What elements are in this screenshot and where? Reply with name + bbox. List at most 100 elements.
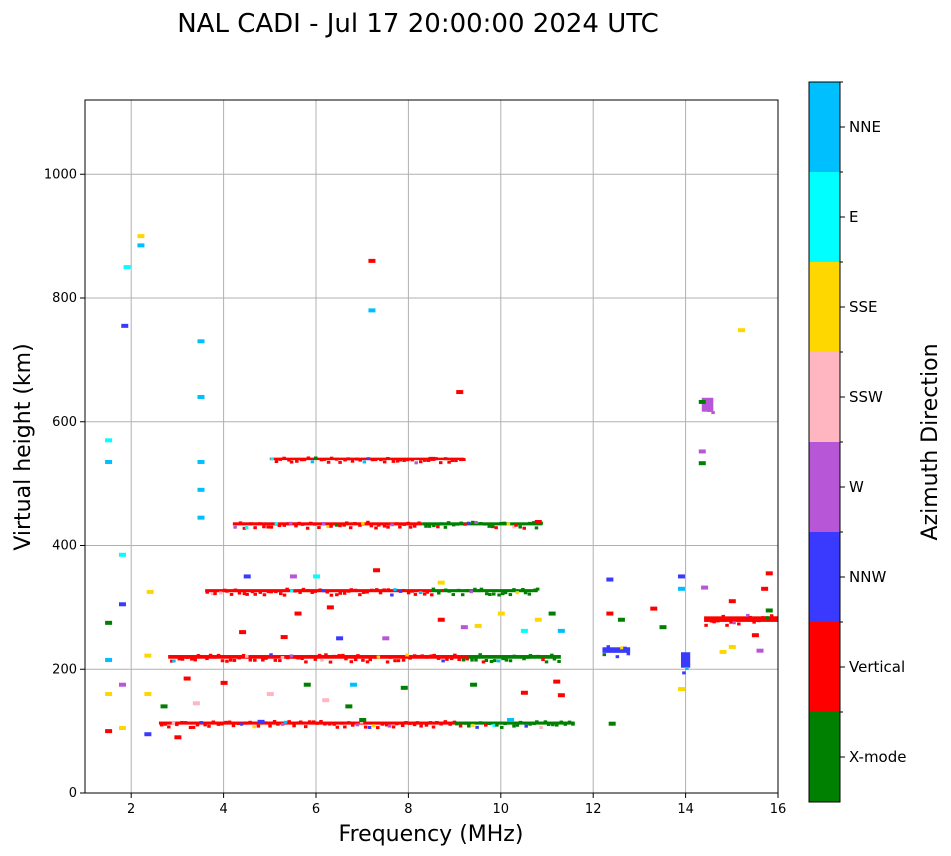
echo-cell (453, 653, 457, 657)
echo-cell (286, 522, 291, 526)
echo-cell (293, 655, 297, 659)
echo-cell (740, 617, 745, 621)
echo-cell (306, 589, 310, 593)
echo-cell (188, 725, 193, 729)
echo-cell (263, 721, 268, 725)
echo-cell (471, 520, 475, 524)
echo-cell (292, 724, 296, 728)
echo-cell (544, 660, 549, 664)
echo-cell (415, 721, 420, 725)
echo-cell (318, 588, 322, 592)
echo-cell (261, 658, 265, 662)
echo-cell (402, 522, 406, 526)
echo-cell (337, 654, 341, 658)
echo-cell (382, 460, 387, 464)
echo-cell (377, 523, 381, 527)
echo-cell (406, 458, 410, 462)
echo-cell (355, 457, 359, 461)
echo-cell (353, 588, 358, 592)
echo-cell (307, 720, 312, 724)
echo-cell (287, 458, 291, 462)
echo-cell (432, 524, 436, 528)
echo-cell (171, 721, 176, 725)
echo-cell (535, 720, 539, 724)
trace-band (454, 721, 575, 725)
echo-cell (387, 724, 392, 728)
echo-point (144, 653, 152, 658)
echo-cell (335, 725, 340, 729)
colorbar-segment (809, 82, 840, 172)
echo-cell (412, 723, 417, 727)
echo-cell (310, 590, 314, 594)
echo-cell (467, 724, 471, 728)
echo-point (105, 438, 113, 443)
echo-cell (239, 722, 244, 726)
echo-cell (405, 653, 409, 657)
echo-point (460, 625, 468, 630)
echo-cell (412, 524, 417, 528)
echo-cell (512, 588, 516, 592)
echo-cell (313, 657, 318, 661)
y-tick-label: 400 (52, 539, 77, 554)
echo-cell (761, 616, 765, 620)
echo-cell (396, 659, 401, 663)
echo-cell (393, 588, 397, 592)
echo-point (474, 623, 482, 628)
echo-cell (269, 653, 273, 657)
echo-cell (533, 655, 537, 659)
echo-cell (773, 616, 778, 620)
echo-cell (256, 655, 261, 659)
echo-cell (474, 520, 478, 524)
echo-cell (224, 720, 228, 724)
echo-cell (425, 655, 429, 659)
echo-cell (248, 658, 253, 662)
echo-cell (338, 524, 342, 528)
echo-cell (459, 521, 463, 525)
echo-cell (522, 526, 526, 530)
echo-cell (502, 521, 507, 525)
colorbar-segment (809, 712, 840, 802)
echo-cell (216, 722, 221, 726)
echo-cell (623, 646, 627, 650)
echo-cell (170, 659, 174, 663)
echo-cell (216, 653, 221, 657)
echo-cell (514, 523, 518, 527)
echo-cell (459, 458, 463, 462)
echo-point (105, 620, 113, 625)
echo-cell (253, 592, 257, 596)
echo-cell (612, 648, 616, 652)
echo-point (617, 617, 625, 622)
colorbar-segment (809, 352, 840, 442)
data-marks (105, 234, 778, 740)
x-tick-label: 12 (585, 802, 602, 817)
echo-cell (406, 521, 410, 525)
echo-point (456, 390, 464, 395)
echo-cell (361, 521, 365, 525)
echo-cell (490, 525, 495, 529)
echo-cell (320, 658, 324, 662)
echo-cell (447, 460, 451, 464)
echo-cell (386, 525, 390, 529)
echo-point (677, 586, 685, 591)
echo-point (313, 574, 320, 579)
x-tick-label: 10 (493, 802, 510, 817)
echo-point (197, 515, 205, 520)
echo-point (765, 571, 773, 576)
echo-cell (420, 654, 424, 658)
echo-cell (567, 720, 572, 724)
echo-point (756, 648, 764, 653)
echo-cell (280, 656, 285, 660)
colorbar-tick-label: Vertical (849, 658, 905, 676)
echo-cell (479, 587, 484, 591)
echo-cell (340, 721, 344, 725)
echo-cell (262, 593, 267, 597)
echo-cell (317, 526, 321, 530)
echo-cell (452, 523, 456, 527)
echo-cell (512, 654, 516, 658)
echo-cell (370, 588, 374, 592)
echo-cell (422, 458, 427, 462)
echo-cell (425, 590, 430, 594)
echo-point (470, 682, 478, 687)
echo-point (345, 704, 353, 709)
echo-cell (384, 723, 389, 727)
